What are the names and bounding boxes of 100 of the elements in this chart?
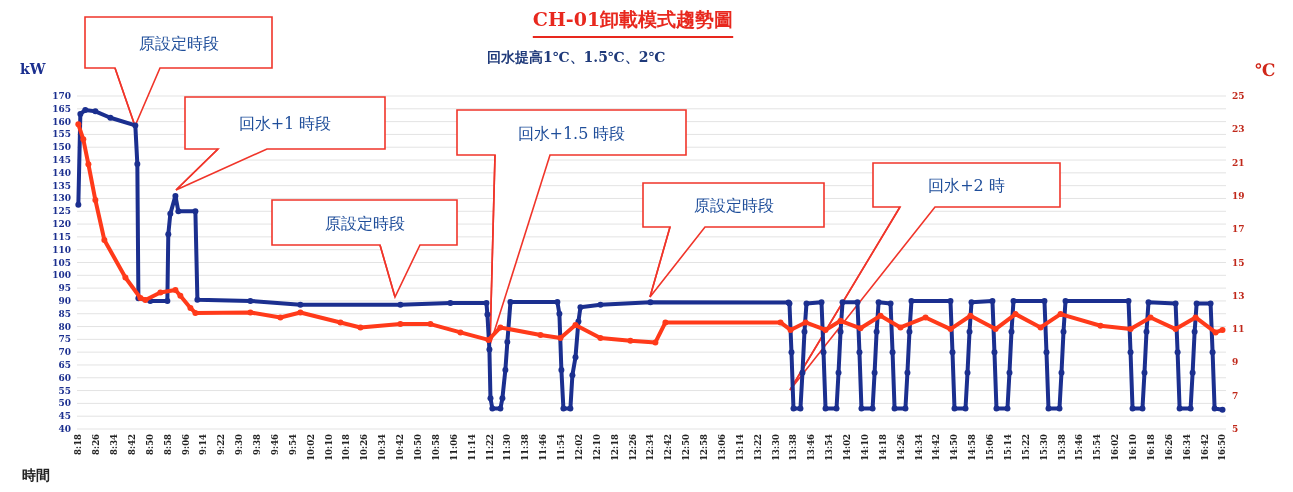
y-tick-label: 95: [58, 283, 71, 294]
x-tick-label: 9:06: [180, 433, 191, 455]
point: [92, 197, 99, 204]
x-tick-label: 11:38: [520, 433, 531, 461]
x-tick-label: 13:06: [716, 433, 727, 461]
x-tick-label: 11:14: [466, 433, 477, 461]
point: [967, 312, 974, 319]
point: [297, 309, 304, 316]
y2-tick-label: 11: [1232, 324, 1245, 335]
x-tick-label: 10:34: [377, 433, 388, 461]
y-tick-label: 120: [52, 219, 71, 230]
point: [277, 314, 284, 321]
x-tick-label: 12:02: [573, 433, 584, 461]
point: [627, 337, 634, 344]
x-tick-label: 12:50: [681, 433, 692, 461]
x-tick-label: 11:54: [556, 433, 566, 461]
y-tick-label: 55: [58, 385, 71, 396]
point: [1097, 322, 1104, 329]
x-tick-label: 16:34: [1181, 433, 1192, 461]
point: [485, 336, 492, 343]
x-tick-label: 8:42: [126, 433, 137, 455]
point: [787, 326, 794, 333]
point: [75, 121, 82, 128]
x-tick-label: 12:58: [699, 433, 710, 461]
point: [427, 321, 434, 328]
y-tick-label: 80: [58, 321, 71, 332]
x-tick-label: 12:10: [591, 433, 602, 461]
x-tick-label: 14:50: [949, 433, 960, 461]
x-tick-label: 10:10: [323, 433, 334, 461]
x-tick-label: 8:58: [162, 433, 173, 455]
point: [80, 136, 87, 143]
point: [777, 319, 784, 326]
x-tick-label: 12:34: [645, 433, 656, 461]
x-tick-label: 11:30: [502, 433, 513, 461]
x-tick-label: 16:10: [1128, 433, 1139, 461]
chart-subtitle: 回水提高1℃、1.5℃、2℃: [487, 49, 666, 65]
point: [897, 324, 904, 331]
y-tick-label: 110: [52, 244, 71, 255]
annotation: 回水+1.5 時段: [517, 123, 626, 143]
point: [922, 314, 929, 321]
point: [177, 292, 184, 299]
x-axis-title: 時間: [22, 467, 50, 483]
x-tick-label: 15:46: [1074, 433, 1085, 461]
point: [172, 286, 179, 293]
x-tick-label: 10:50: [412, 433, 423, 461]
x-tick-label: 16:18: [1145, 433, 1156, 461]
x-tick-label: 14:02: [842, 433, 853, 461]
point: [1147, 314, 1154, 321]
y-tick-label: 155: [52, 129, 71, 140]
x-tick-label: 14:26: [895, 433, 906, 461]
y2-tick-label: 23: [1232, 124, 1245, 135]
point: [662, 319, 669, 326]
x-tick-label: 8:50: [144, 433, 155, 455]
y2-axis-title: ℃: [1255, 60, 1276, 80]
x-tick-label: 12:42: [663, 433, 674, 461]
x-tick-label: 10:42: [395, 433, 406, 461]
y-tick-label: 100: [52, 270, 71, 281]
x-tick-label: 13:22: [752, 433, 763, 461]
point: [357, 324, 364, 331]
x-tick-label: 13:46: [806, 433, 817, 461]
x-tick-label: 8:26: [91, 433, 102, 455]
point: [537, 331, 544, 338]
point: [1127, 326, 1134, 333]
y2-tick-label: 17: [1232, 224, 1245, 235]
point: [1219, 326, 1226, 333]
x-tick-label: 9:22: [216, 433, 227, 455]
y-tick-label: 130: [52, 193, 71, 204]
x-tick-label: 14:18: [877, 433, 888, 461]
x-tick-label: 15:38: [1056, 433, 1067, 461]
y-tick-label: 160: [52, 116, 71, 127]
x-tick-label: 13:54: [824, 433, 835, 461]
x-tick-label: 11:46: [538, 433, 549, 461]
x-tick-label: 12:26: [627, 433, 638, 461]
y-tick-label: 85: [58, 308, 71, 319]
point: [192, 309, 199, 316]
y2-tick-label: 19: [1232, 190, 1245, 201]
x-tick-label: 10:02: [305, 433, 316, 461]
point: [557, 334, 564, 341]
y-tick-label: 50: [58, 398, 71, 409]
x-tick-label: 8:18: [73, 433, 84, 455]
y2-tick-label: 5: [1232, 424, 1239, 434]
point: [1212, 329, 1219, 336]
x-tick-label: 14:34: [913, 433, 924, 461]
y-tick-label: 170: [52, 91, 71, 101]
point: [652, 339, 659, 346]
y-tick-label: 60: [58, 372, 71, 383]
y2-tick-label: 13: [1232, 290, 1245, 301]
y2-tick-label: 9: [1232, 357, 1239, 368]
y-tick-label: 90: [58, 295, 71, 306]
y-tick-label: 70: [58, 347, 71, 358]
x-tick-label: 14:42: [931, 433, 942, 461]
x-tick-label: 15:22: [1020, 433, 1031, 461]
point: [1057, 311, 1064, 318]
x-tick-label: 9:38: [252, 433, 263, 455]
x-tick-label: 13:14: [734, 433, 745, 461]
x-tick-label: 16:42: [1199, 433, 1210, 461]
x-tick-label: 14:58: [967, 433, 978, 461]
x-tick-label: 11:22: [484, 433, 495, 461]
x-tick-label: 8:34: [109, 433, 120, 455]
x-tick-label: 15:54: [1092, 433, 1103, 461]
